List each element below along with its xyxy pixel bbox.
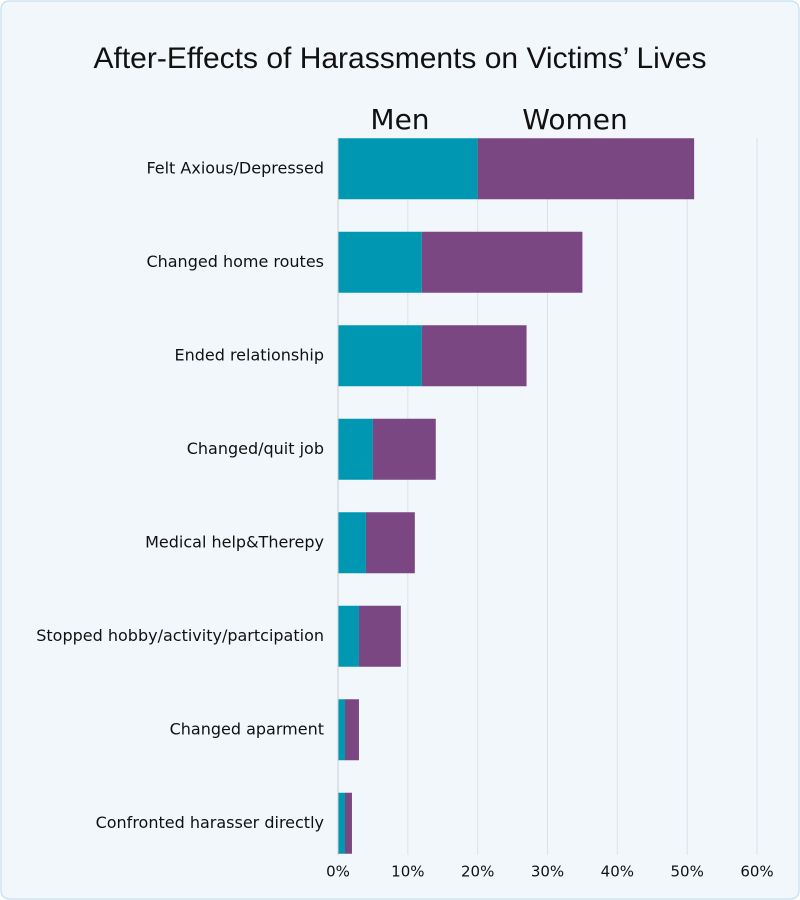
bar-segment: [338, 231, 422, 293]
y-tick-label: Medical help&Therepy: [145, 532, 324, 551]
bar-segment: [421, 325, 527, 387]
x-tick-label: 50%: [670, 863, 703, 881]
bar-segment: [338, 699, 345, 761]
x-tick-label: 20%: [461, 863, 494, 881]
bar-segment: [365, 512, 415, 574]
chart-title: After-Effects of Harassments on Victims’…: [94, 42, 707, 75]
bar-segment: [344, 699, 359, 761]
y-tick-label: Changed aparment: [170, 719, 324, 738]
x-tick-label: 10%: [391, 863, 424, 881]
bar-segment: [421, 231, 583, 293]
y-tick-label: Changed home routes: [146, 252, 324, 271]
legend-entry: Women: [522, 103, 627, 136]
legend-entry: Men: [370, 103, 429, 136]
x-tick-label: 30%: [531, 863, 564, 881]
bar-segment: [358, 605, 401, 667]
bar-segment: [338, 512, 366, 574]
x-tick-label: 60%: [740, 863, 773, 881]
bar-segment: [372, 418, 436, 480]
y-tick-label: Ended relationship: [174, 345, 324, 364]
y-tick-label: Stopped hobby/activity/partcipation: [36, 626, 324, 645]
x-tick-label: 40%: [601, 863, 634, 881]
bar-segment: [338, 605, 359, 667]
bar-segment: [338, 792, 345, 854]
bar-segment: [344, 792, 352, 854]
bar-segment: [338, 138, 478, 200]
bar-segment: [338, 418, 373, 480]
y-tick-label: Confronted harasser directly: [96, 813, 324, 832]
x-tick-label: 0%: [326, 863, 350, 881]
y-tick-label: Felt Axious/Depressed: [146, 158, 324, 177]
bar-segment: [338, 325, 422, 387]
y-tick-label: Changed/quit job: [187, 439, 324, 458]
bar-segment: [477, 138, 695, 200]
